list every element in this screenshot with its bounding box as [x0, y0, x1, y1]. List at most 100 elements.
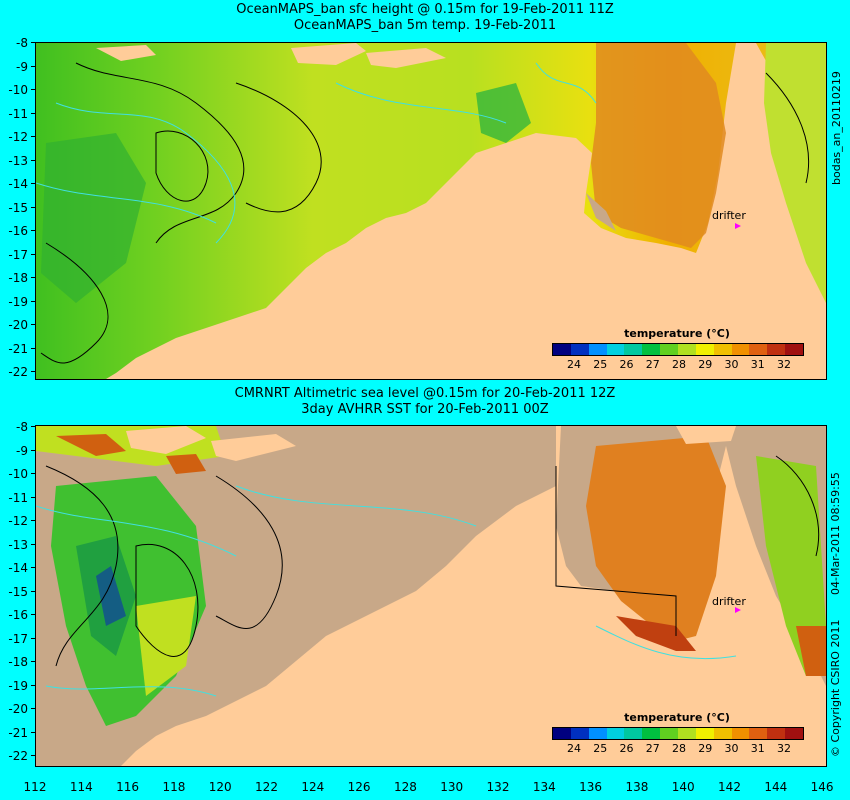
y-tick-label: -17 — [2, 633, 36, 645]
legend-tick-label: 28 — [672, 358, 686, 371]
y-tick-label: -12 — [2, 131, 36, 143]
y-tick-label: -14 — [2, 178, 36, 190]
y-tick-label: -9 — [2, 61, 36, 73]
y-tick-label: -16 — [2, 225, 36, 237]
copyright-label: © Copyright CSIRO 2011 — [829, 619, 842, 757]
legend-color-swatch — [588, 344, 607, 355]
x-tick-label: 128 — [393, 780, 417, 794]
legend-color-swatch — [767, 344, 786, 355]
y-tick-label: -16 — [2, 609, 36, 621]
legend-tick-label: 32 — [777, 358, 791, 371]
top-map-graphic — [36, 43, 826, 379]
x-tick-label: 114 — [69, 780, 93, 794]
bottom-title-line-1: CMRNRT Altimetric sea level @0.15m for 2… — [234, 386, 616, 401]
drifter-label: drifter — [712, 209, 746, 222]
legend-tick-label: 29 — [698, 358, 713, 371]
drifter-label: drifter — [712, 595, 746, 608]
legend-color-swatch — [570, 728, 589, 739]
legend-color-swatch — [749, 728, 768, 739]
y-tick-label: -13 — [2, 155, 36, 167]
x-tick-label: 138 — [625, 780, 649, 794]
legend-color-swatch — [731, 344, 750, 355]
y-tick-label: -19 — [2, 680, 36, 692]
x-tick-label: 124 — [301, 780, 325, 794]
legend-color-swatch — [642, 344, 661, 355]
legend-title: temperature (°C) — [624, 327, 730, 340]
legend-color-swatch — [731, 728, 750, 739]
legend-tick-label: 31 — [750, 358, 765, 371]
legend-title: temperature (°C) — [624, 711, 730, 724]
legend-labels: 24 25 26 27 28 29 30 31 32 — [552, 358, 804, 372]
y-tick-label: -8 — [2, 421, 36, 433]
x-tick-label: 134 — [532, 780, 556, 794]
bottom-title-line-2: 3day AVHRR SST for 20-Feb-2011 00Z — [301, 402, 549, 417]
legend-tick-label: 26 — [619, 742, 634, 755]
legend-color-swatch — [570, 344, 589, 355]
top-title-line-2: OceanMAPS_ban 5m temp. 19-Feb-2011 — [293, 18, 557, 33]
x-tick-label: 120 — [208, 780, 232, 794]
legend-color-swatch — [588, 728, 607, 739]
x-tick-label: 140 — [671, 780, 695, 794]
y-tick-label: -9 — [2, 445, 36, 457]
y-tick-label: -15 — [2, 202, 36, 214]
y-tick-label: -21 — [2, 343, 36, 355]
legend-color-swatch — [713, 344, 732, 355]
legend-color-swatch — [660, 344, 679, 355]
legend-color-swatch — [749, 344, 768, 355]
drifter-marker — [735, 607, 741, 613]
y-tick-label: -18 — [2, 272, 36, 284]
legend-colorbar — [552, 727, 804, 740]
legend-tick-label: 25 — [593, 358, 608, 371]
x-tick-label: 112 — [23, 780, 47, 794]
x-tick-label: 144 — [764, 780, 788, 794]
legend-tick-label: 28 — [672, 742, 686, 755]
x-tick-label: 122 — [255, 780, 278, 794]
x-tick-label: 118 — [162, 780, 186, 794]
y-tick-label: -20 — [2, 703, 36, 715]
y-tick-label: -21 — [2, 727, 36, 739]
legend-color-swatch — [767, 728, 786, 739]
y-tick-label: -13 — [2, 539, 36, 551]
legend-tick-label: 31 — [750, 742, 765, 755]
x-tick-label: 132 — [486, 780, 510, 794]
y-tick-label: -22 — [2, 366, 36, 378]
y-tick-label: -19 — [2, 296, 36, 308]
y-tick-label: -12 — [2, 515, 36, 527]
legend-tick-label: 24 — [567, 358, 581, 371]
top-run-label: bodas_an_20110219 — [830, 71, 843, 185]
legend-tick-label: 30 — [724, 742, 739, 755]
legend-color-swatch — [642, 728, 661, 739]
legend-tick-label: 29 — [698, 742, 713, 755]
legend-color-swatch — [660, 728, 679, 739]
bottom-map-panel: temperature (°C) 24 25 26 27 28 29 30 31 32 — [35, 425, 827, 767]
x-tick-label: 126 — [347, 780, 371, 794]
legend-color-swatch — [713, 728, 732, 739]
x-tick-label: 116 — [116, 780, 140, 794]
y-tick-label: -20 — [2, 319, 36, 331]
y-tick-label: -18 — [2, 656, 36, 668]
x-tick-label: 130 — [440, 780, 464, 794]
y-tick-label: -8 — [2, 37, 36, 49]
legend-color-swatch — [624, 728, 643, 739]
legend-tick-label: 24 — [567, 742, 581, 755]
legend-color-swatch — [678, 344, 696, 355]
top-map-panel: temperature (°C) 24 25 26 27 28 29 30 31 32 — [35, 42, 827, 380]
legend-color-swatch — [785, 728, 804, 739]
legend-color-swatch — [785, 344, 804, 355]
y-tick-label: -10 — [2, 468, 36, 480]
y-tick-label: -14 — [2, 562, 36, 574]
legend-labels: 24 25 26 27 28 29 30 31 32 — [552, 742, 804, 756]
legend-colorbar — [552, 343, 804, 356]
y-tick-label: -10 — [2, 84, 36, 96]
legend-color-swatch — [606, 344, 625, 355]
legend-tick-label: 32 — [777, 742, 791, 755]
legend-color-swatch — [553, 344, 571, 355]
top-title-line-1: OceanMAPS_ban sfc height @ 0.15m for 19-… — [236, 2, 614, 17]
y-tick-label: -11 — [2, 492, 36, 504]
y-tick-label: -11 — [2, 108, 36, 120]
legend-tick-label: 30 — [724, 358, 739, 371]
legend-color-swatch — [553, 728, 571, 739]
legend-color-swatch — [606, 728, 625, 739]
drifter-marker — [735, 223, 741, 229]
timestamp-label: 04-Mar-2011 08:59:55 — [829, 472, 842, 595]
